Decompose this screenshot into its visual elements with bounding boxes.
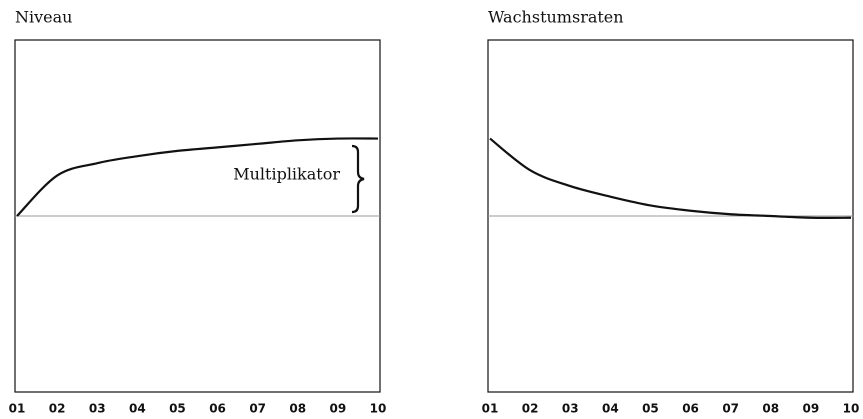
x-tick-label: 10 bbox=[843, 402, 860, 416]
x-tick-label: 07 bbox=[249, 402, 266, 416]
x-tick-label: 06 bbox=[682, 402, 699, 416]
x-tick-label: 01 bbox=[9, 402, 26, 416]
line bbox=[489, 137, 852, 219]
x-tick-label: 02 bbox=[49, 402, 66, 416]
x-tick-label: 05 bbox=[169, 402, 186, 416]
x-tick-label: 08 bbox=[762, 402, 779, 416]
annotation: Multiplikator bbox=[233, 165, 340, 184]
x-tick-label: 03 bbox=[89, 402, 106, 416]
x-tick-label: 04 bbox=[602, 402, 619, 416]
x-tick-label: 03 bbox=[562, 402, 579, 416]
x-tick-label: 04 bbox=[129, 402, 146, 416]
line bbox=[16, 137, 379, 217]
x-tick-label: 07 bbox=[722, 402, 739, 416]
x-tick-label: 05 bbox=[642, 402, 659, 416]
x-tick-label: 06 bbox=[209, 402, 226, 416]
x-tick-label: 01 bbox=[482, 402, 499, 416]
chart-title: Wachstumsraten bbox=[488, 8, 624, 27]
x-tick-label: 09 bbox=[330, 402, 347, 416]
x-tick-label: 09 bbox=[803, 402, 820, 416]
brace bbox=[351, 144, 365, 214]
chart-title: Niveau bbox=[15, 8, 72, 27]
x-tick-label: 08 bbox=[289, 402, 306, 416]
x-tick-label: 02 bbox=[522, 402, 539, 416]
x-tick-label: 10 bbox=[370, 402, 387, 416]
